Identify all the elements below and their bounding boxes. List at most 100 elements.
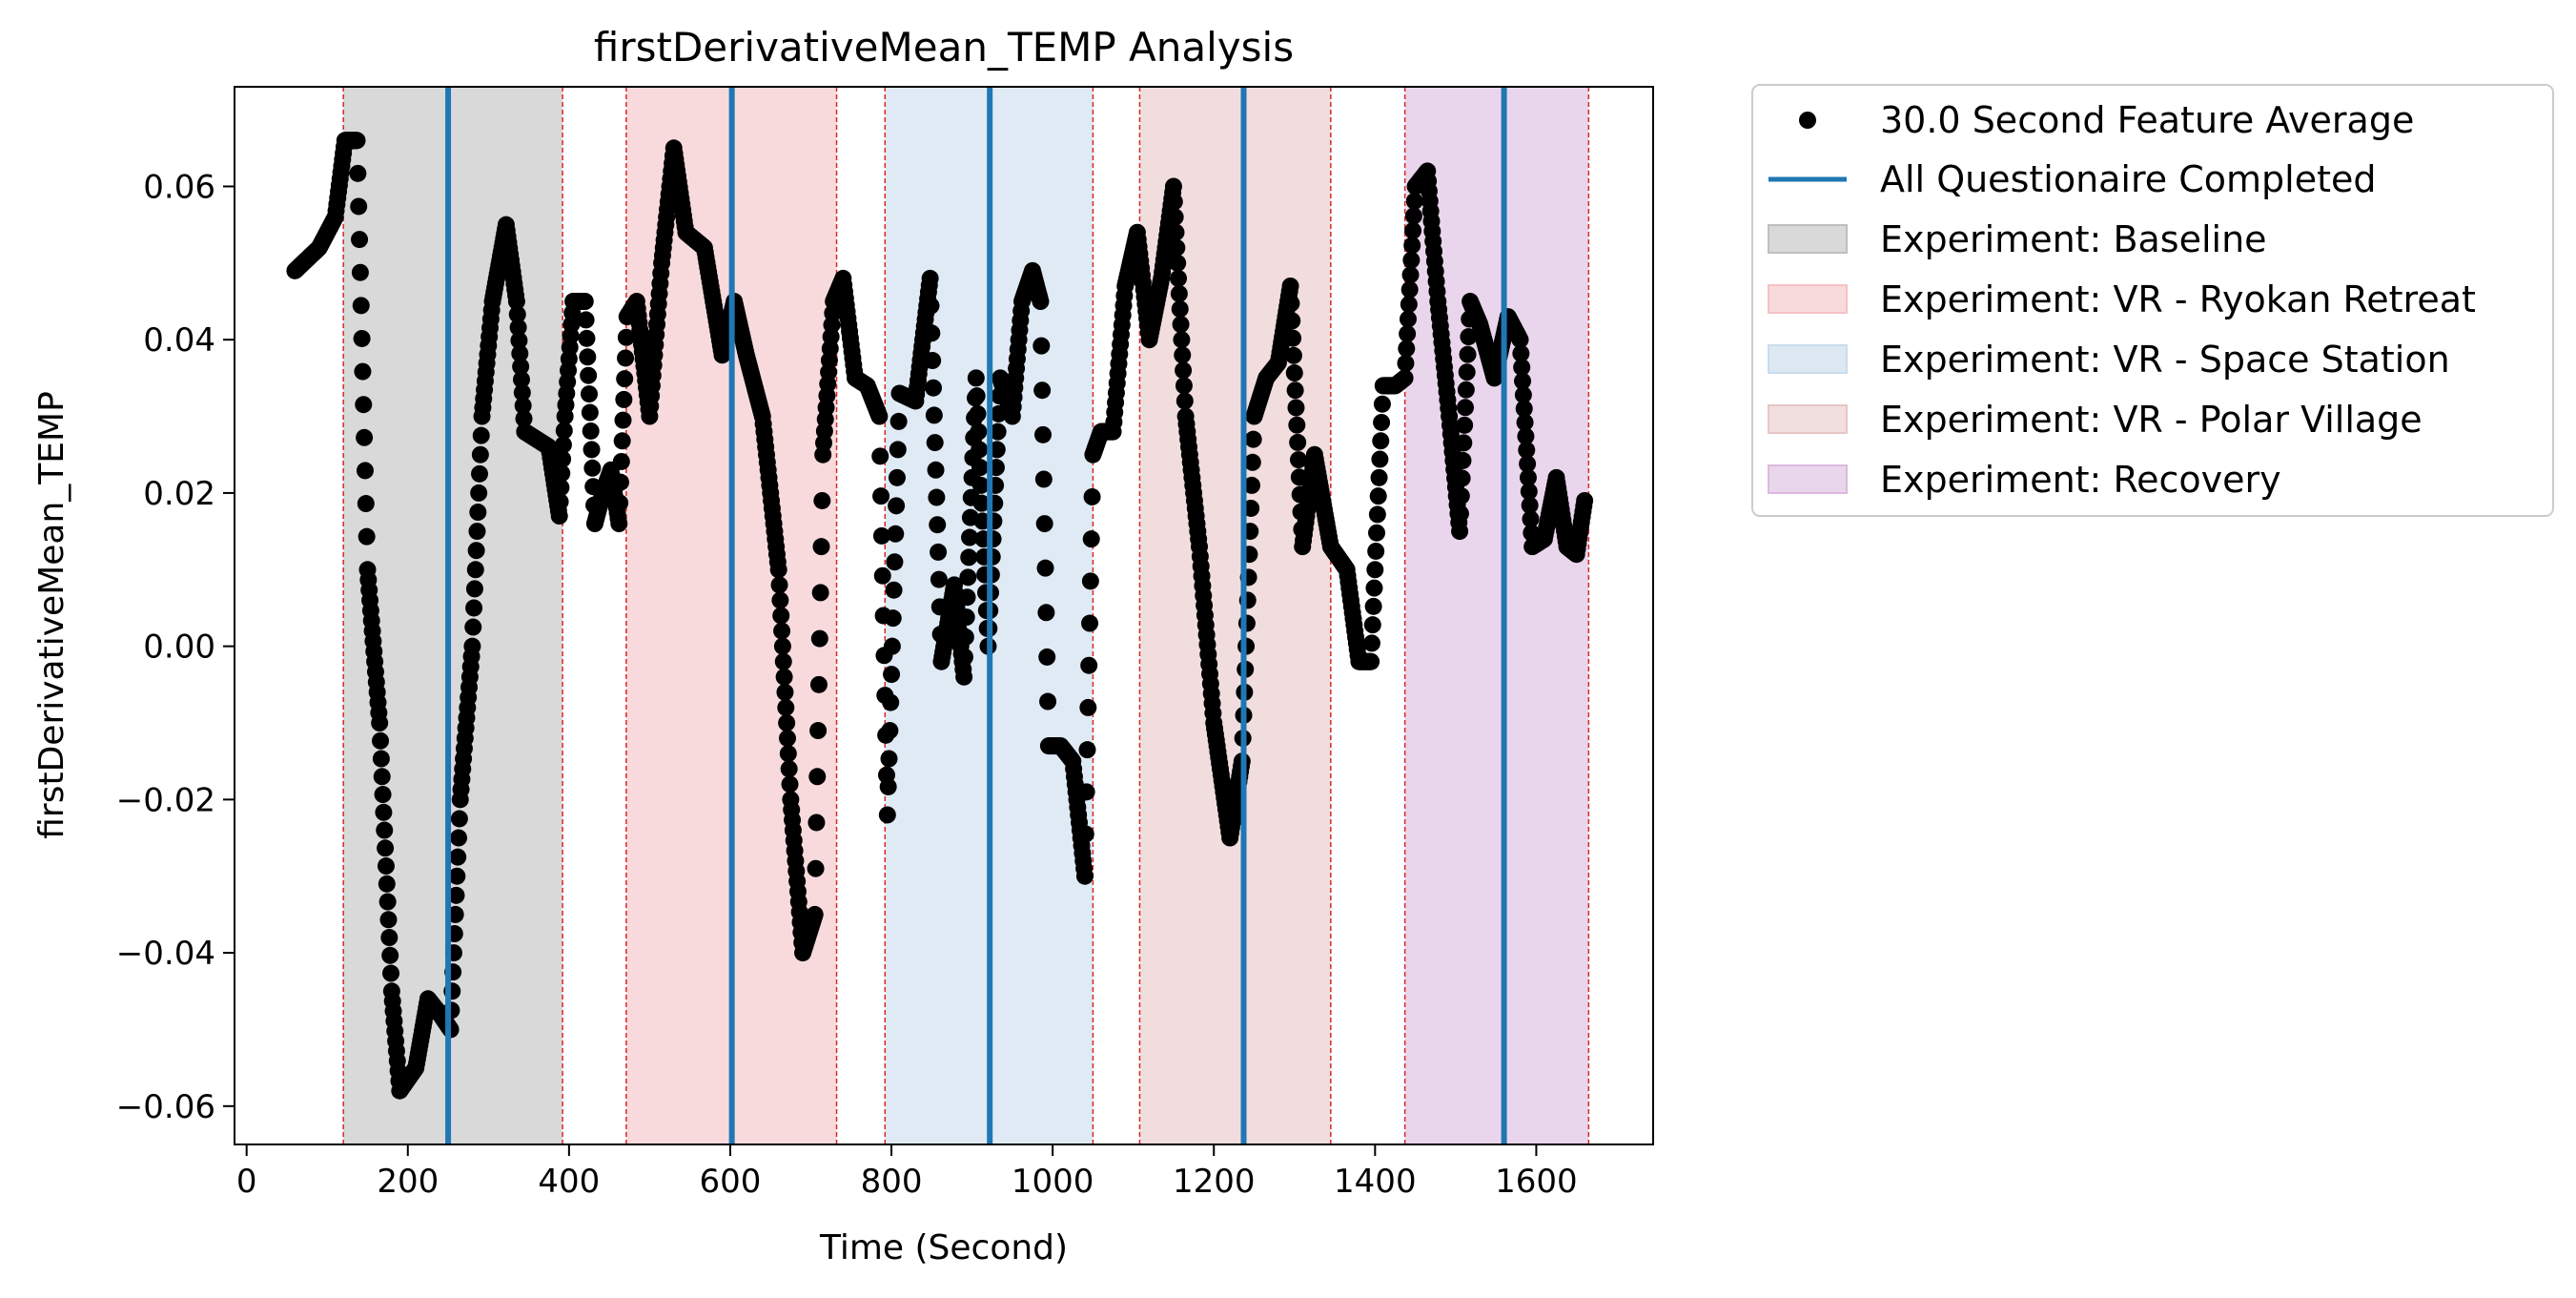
- questionnaire-lines: [445, 87, 1507, 1144]
- data-point: [1173, 331, 1191, 349]
- data-point: [616, 370, 634, 388]
- data-point: [870, 407, 889, 425]
- data-point: [513, 383, 531, 402]
- data-point: [1516, 413, 1534, 431]
- data-point: [888, 468, 906, 486]
- data-point: [958, 588, 976, 607]
- data-point: [372, 731, 390, 750]
- data-point: [357, 495, 375, 513]
- data-point: [378, 875, 396, 893]
- data-point: [1166, 208, 1184, 226]
- data-point: [921, 269, 939, 287]
- data-point: [872, 526, 890, 545]
- y-tick-label: 0.02: [143, 475, 215, 513]
- data-point: [511, 344, 529, 362]
- y-tick-label: −0.06: [116, 1088, 215, 1126]
- data-point: [922, 297, 940, 315]
- data-point: [968, 387, 986, 405]
- data-point: [1401, 266, 1420, 284]
- data-point: [808, 814, 826, 832]
- data-point: [1451, 505, 1469, 523]
- data-point: [809, 722, 828, 740]
- data-point: [809, 675, 828, 693]
- data-point: [1282, 295, 1300, 313]
- data-point: [1522, 510, 1540, 528]
- data-point: [1287, 399, 1305, 417]
- data-point: [1076, 825, 1094, 843]
- data-point: [465, 599, 483, 617]
- data-point: [470, 484, 488, 502]
- data-point: [927, 461, 945, 479]
- data-point: [1170, 269, 1188, 287]
- data-point: [779, 745, 797, 763]
- data-point: [617, 349, 635, 367]
- data-point: [885, 581, 903, 599]
- data-point: [1400, 296, 1418, 314]
- chart-title: firstDerivativeMean_TEMP Analysis: [594, 24, 1294, 71]
- data-point: [926, 434, 944, 452]
- data-point: [611, 494, 629, 512]
- data-point: [1083, 487, 1101, 505]
- legend-label-space: Experiment: VR - Space Station: [1880, 339, 2450, 381]
- data-point: [1399, 325, 1417, 343]
- data-point: [583, 459, 602, 477]
- data-point: [553, 464, 571, 483]
- data-point: [582, 422, 600, 440]
- data-point: [355, 396, 373, 414]
- data-point: [810, 629, 828, 648]
- data-point: [879, 777, 897, 795]
- data-point: [883, 666, 901, 684]
- data-point: [1400, 280, 1419, 299]
- data-point: [1373, 395, 1391, 413]
- data-point: [1081, 614, 1099, 632]
- legend: 30.0 Second Feature Average All Question…: [1751, 84, 2554, 517]
- data-point: [550, 507, 568, 525]
- data-point: [1284, 329, 1302, 347]
- data-point: [1283, 312, 1301, 330]
- data-point: [353, 329, 371, 347]
- data-point: [1242, 476, 1260, 494]
- legend-swatch-baseline: [1768, 224, 1848, 254]
- data-point: [380, 929, 399, 947]
- legend-swatch-ryokan: [1768, 284, 1848, 314]
- data-point: [1458, 363, 1476, 381]
- data-point: [356, 428, 374, 446]
- data-point: [1169, 254, 1187, 272]
- data-point: [463, 637, 481, 655]
- data-point: [924, 352, 942, 370]
- data-point: [1518, 441, 1536, 459]
- data-point: [771, 591, 789, 609]
- data-point: [1364, 597, 1382, 615]
- data-point: [1243, 453, 1261, 471]
- data-point: [450, 810, 468, 828]
- data-point: [447, 886, 465, 904]
- data-point: [512, 370, 530, 388]
- data-point: [1373, 413, 1391, 431]
- data-point: [1397, 354, 1415, 372]
- data-point: [1399, 310, 1417, 328]
- data-point: [808, 768, 827, 786]
- data-point: [1460, 328, 1478, 346]
- data-point: [880, 750, 898, 768]
- data-point: [617, 328, 635, 346]
- data-point: [514, 397, 532, 415]
- data-point: [555, 422, 573, 440]
- data-point: [1520, 483, 1538, 501]
- x-tick-label: 1600: [1495, 1163, 1578, 1201]
- data-point: [1033, 381, 1052, 400]
- data-point: [1165, 193, 1183, 211]
- x-tick-label: 0: [236, 1163, 257, 1201]
- x-axis-ticks: 0 200 400 600 800 1000 1200 1400 1600: [236, 1144, 1578, 1201]
- data-point: [957, 608, 975, 627]
- data-point: [811, 584, 829, 602]
- data-point: [886, 553, 904, 571]
- data-point: [577, 311, 595, 329]
- data-point: [1363, 616, 1381, 634]
- data-point: [612, 452, 630, 470]
- data-point: [613, 432, 631, 450]
- data-point: [1405, 192, 1423, 210]
- data-point: [1075, 867, 1094, 885]
- data-point: [507, 293, 525, 311]
- data-point: [888, 497, 906, 515]
